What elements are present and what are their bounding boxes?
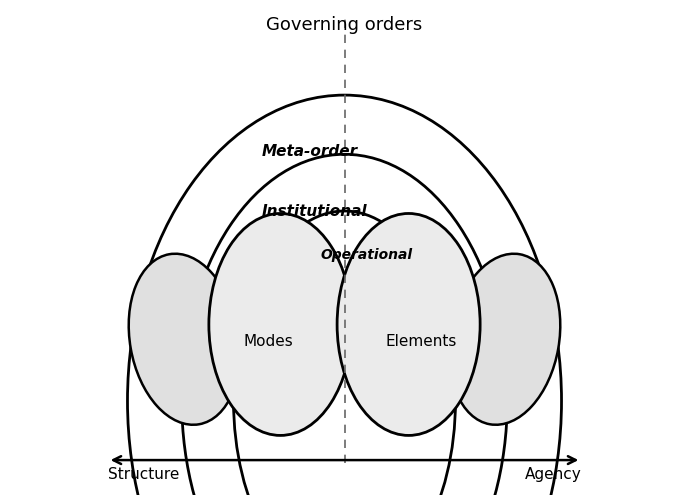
Text: Agency: Agency [524, 468, 582, 483]
Text: Governing orders: Governing orders [267, 16, 422, 34]
Text: Structure: Structure [107, 468, 179, 483]
Ellipse shape [449, 254, 560, 425]
Ellipse shape [129, 254, 240, 425]
Text: Operational: Operational [320, 248, 413, 262]
Ellipse shape [209, 213, 352, 435]
Ellipse shape [337, 213, 480, 435]
Ellipse shape [234, 211, 455, 496]
Text: Elements: Elements [385, 334, 457, 349]
Ellipse shape [127, 95, 562, 496]
Text: Modes: Modes [243, 334, 293, 349]
Text: Institutional: Institutional [262, 203, 368, 219]
Text: Meta-order: Meta-order [262, 144, 358, 159]
Ellipse shape [182, 154, 507, 496]
